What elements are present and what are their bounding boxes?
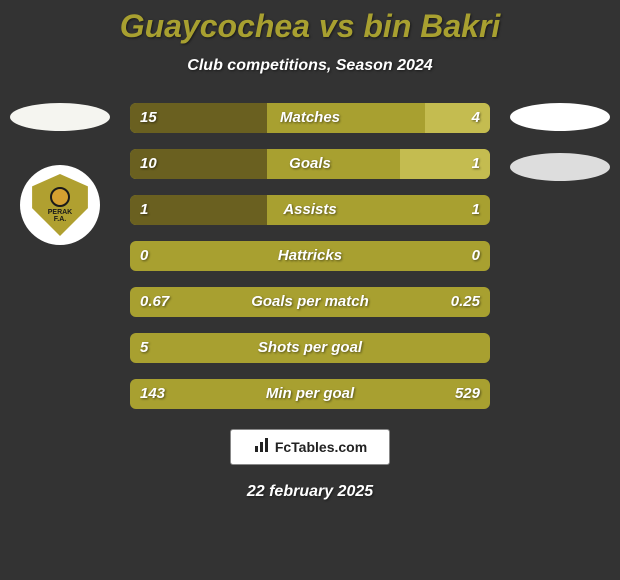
date-label: 22 february 2025 [0,483,620,501]
bar-label: Matches [130,103,490,133]
bar-hattricks: 0 Hattricks 0 [130,241,490,271]
bar-value-right: 0.25 [451,287,480,317]
bar-value-right: 0 [472,241,480,271]
chart-area: PERAK F.A. 15 Matches 4 10 Goals 1 1 Ass… [0,103,620,409]
branding-text: FcTables.com [275,439,367,455]
bar-label: Min per goal [130,379,490,409]
player-left-badge [10,103,110,131]
bar-goals: 10 Goals 1 [130,149,490,179]
team-logo: PERAK F.A. [20,165,100,245]
bar-value-right: 1 [472,149,480,179]
bar-min-per-goal: 143 Min per goal 529 [130,379,490,409]
bar-value-right: 4 [472,103,480,133]
player-right-badge-2 [510,153,610,181]
team-logo-shield: PERAK F.A. [29,174,91,236]
team-logo-text-top: PERAK [48,209,73,216]
bar-label: Shots per goal [130,333,490,363]
header: Guaycochea vs bin Bakri Club competition… [0,0,620,75]
bar-matches: 15 Matches 4 [130,103,490,133]
bar-value-right: 1 [472,195,480,225]
bar-label: Hattricks [130,241,490,271]
page-subtitle: Club competitions, Season 2024 [0,57,620,75]
page-title: Guaycochea vs bin Bakri [0,8,620,45]
branding-badge: FcTables.com [230,429,390,465]
bar-shots-per-goal: 5 Shots per goal [130,333,490,363]
team-logo-text-bottom: F.A. [54,216,66,223]
chart-icon [253,436,271,459]
player-right-badge [510,103,610,131]
bar-goals-per-match: 0.67 Goals per match 0.25 [130,287,490,317]
bar-label: Goals [130,149,490,179]
bar-label: Goals per match [130,287,490,317]
bar-value-right: 529 [455,379,480,409]
bars-container: 15 Matches 4 10 Goals 1 1 Assists 1 0 Ha… [130,103,490,409]
tiger-icon [50,187,70,207]
bar-assists: 1 Assists 1 [130,195,490,225]
bar-label: Assists [130,195,490,225]
